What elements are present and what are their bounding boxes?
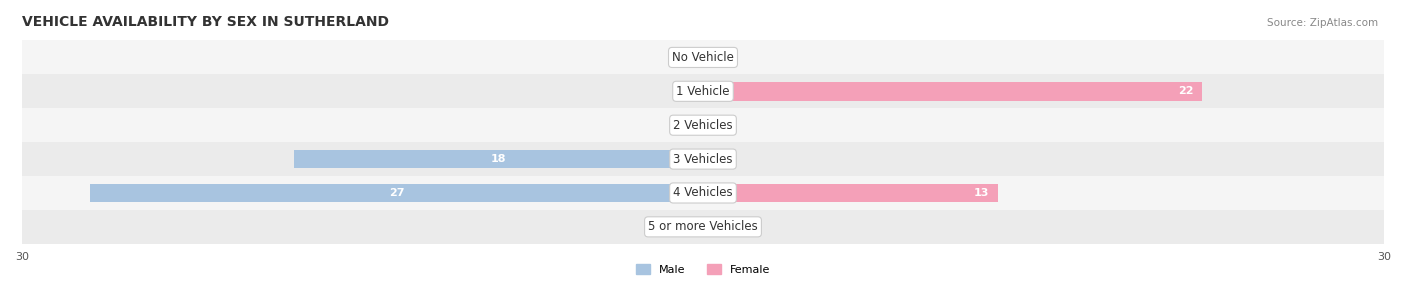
Text: 0: 0 [711,222,718,232]
Text: 22: 22 [1178,86,1194,96]
Bar [22,108,1384,142]
Text: 2 Vehicles: 2 Vehicles [673,119,733,132]
Text: 18: 18 [491,154,506,164]
Text: Source: ZipAtlas.com: Source: ZipAtlas.com [1267,18,1378,28]
Bar [22,210,1384,244]
Text: 0: 0 [711,120,718,130]
Legend: Male, Female: Male, Female [631,260,775,279]
Text: 0: 0 [688,222,695,232]
Bar [22,41,1384,74]
Text: 5 or more Vehicles: 5 or more Vehicles [648,220,758,233]
Text: 0: 0 [688,86,695,96]
Text: 0: 0 [688,120,695,130]
Text: 0: 0 [711,52,718,63]
Text: VEHICLE AVAILABILITY BY SEX IN SUTHERLAND: VEHICLE AVAILABILITY BY SEX IN SUTHERLAN… [22,15,389,29]
Text: 13: 13 [973,188,988,198]
Bar [294,150,703,168]
Bar [703,82,1202,101]
Text: No Vehicle: No Vehicle [672,51,734,64]
Bar [22,74,1384,108]
Bar [703,184,998,202]
Text: 0: 0 [711,154,718,164]
Text: 4 Vehicles: 4 Vehicles [673,186,733,199]
Text: 27: 27 [389,188,405,198]
Text: 1 Vehicle: 1 Vehicle [676,85,730,98]
Bar [22,142,1384,176]
Text: 0: 0 [688,52,695,63]
Bar [22,176,1384,210]
Bar [90,184,703,202]
Text: 3 Vehicles: 3 Vehicles [673,152,733,166]
